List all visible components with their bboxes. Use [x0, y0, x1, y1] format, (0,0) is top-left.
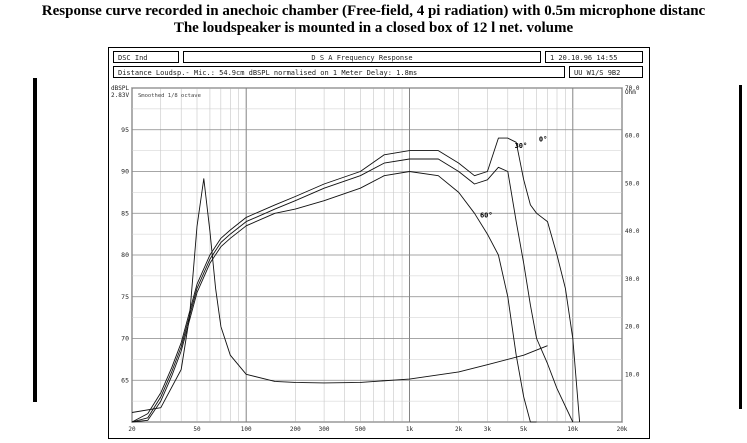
left-edge-bar	[33, 78, 37, 402]
series-line-4	[131, 178, 548, 413]
x-tick-label: 20k	[617, 426, 628, 433]
y2-tick-label: 30.0	[625, 276, 640, 283]
frequency-response-plot: 20 50 100 200 300 500 1k 2k 3k 5k 10k 20k 65 70 75 80 85…	[111, 85, 640, 433]
header-info-line: Distance Loudsp.- Mic.: 54.9cm dBSPL nor…	[113, 66, 565, 78]
x-tick-label: 100	[241, 426, 252, 433]
x-tick-label: 1k	[406, 426, 414, 433]
y-tick-label: 80	[121, 251, 129, 259]
y-tick-label: 90	[121, 168, 129, 176]
header-right-box: UU W1/S 9B2	[569, 66, 643, 78]
header-left-box: DSC Ind	[113, 51, 179, 63]
y2-tick-label: 10.0	[625, 371, 640, 378]
x-tick-label: 3k	[484, 426, 492, 433]
series-line-2	[131, 158, 574, 423]
y2-tick-label: 20.0	[625, 324, 640, 331]
angle-annotation: 0°	[539, 135, 547, 143]
header-date-box: 1 20.10.96 14:55	[545, 51, 643, 63]
x-tick-label: 200	[290, 426, 301, 433]
chart-title-line-1: Response curve recorded in anechoic cham…	[41, 3, 706, 19]
header-center-box: D S A Frequency Response	[183, 51, 541, 63]
x-tick-label: 20	[128, 426, 136, 433]
smoothing-note: Smoothed 1/8 octave	[138, 93, 201, 99]
x-tick-label: 2k	[455, 426, 463, 433]
angle-annotation: 60°	[480, 211, 493, 219]
x-tick-label: 300	[319, 426, 330, 433]
y2-tick-label: 60.0	[625, 133, 640, 140]
y2-axis-label: Ohm	[625, 89, 636, 96]
y2-tick-label: 70.0	[625, 85, 640, 92]
y2-tick-label: 50.0	[625, 180, 640, 187]
y-axis-label: dBSPL	[111, 85, 129, 92]
angle-annotation: 30°	[515, 142, 528, 150]
series-line-3	[131, 171, 537, 423]
right-edge-bar	[739, 85, 742, 409]
chart-title-line-2: The loudspeaker is mounted in a closed b…	[173, 20, 574, 36]
y-tick-label: 75	[121, 293, 129, 301]
measurement-frame: DSC Ind D S A Frequency Response 1 20.10…	[108, 47, 650, 439]
x-tick-label: 50	[193, 426, 201, 433]
x-tick-label: 5k	[520, 426, 528, 433]
y-tick-label: 95	[121, 126, 129, 134]
series-line-1	[131, 137, 581, 423]
x-tick-label: 500	[355, 426, 366, 433]
y-tick-label: 85	[121, 209, 129, 217]
y-tick-label: 70	[121, 335, 129, 343]
y-axis-reference-label: 2.83V	[111, 92, 129, 99]
x-tick-label: 10k	[567, 426, 578, 433]
y-tick-label: 65	[121, 376, 129, 384]
y2-tick-label: 40.0	[625, 228, 640, 235]
